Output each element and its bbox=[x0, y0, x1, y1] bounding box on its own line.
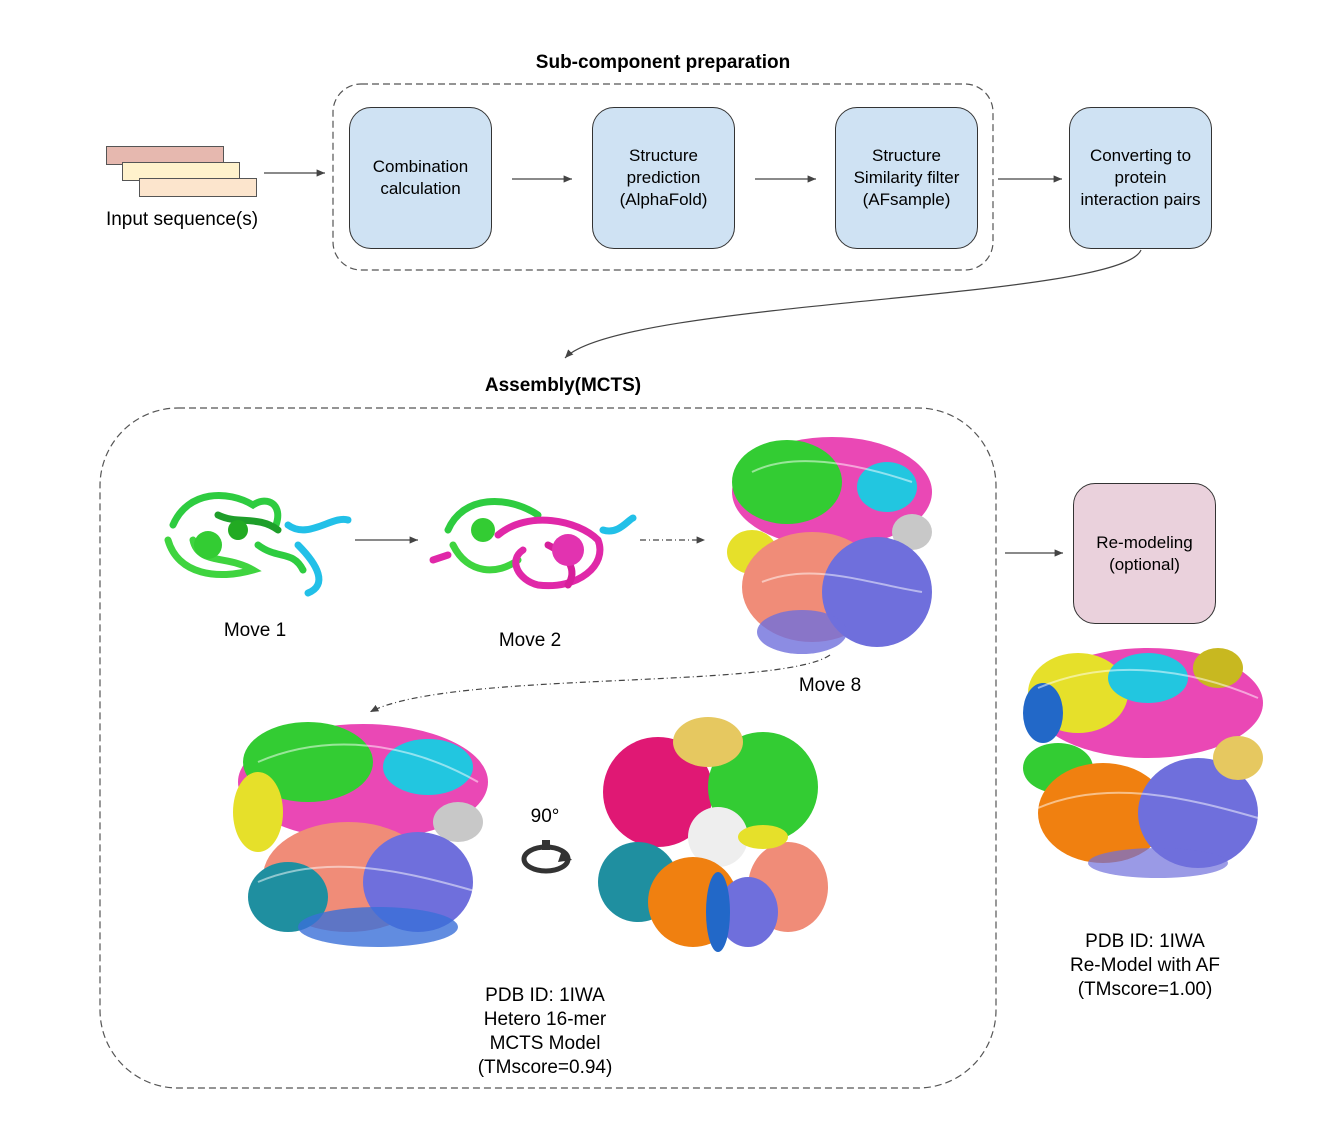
similarity-filter-box: Structure Similarity filter (AFsample) bbox=[835, 107, 978, 249]
mcts-model-caption: PDB ID: 1IWA Hetero 16-mer MCTS Model (T… bbox=[420, 984, 670, 1080]
assembly-mcts-title: Assembly(MCTS) bbox=[484, 375, 642, 396]
prep-dashed-container bbox=[332, 83, 994, 271]
rotation-angle-label: 90° bbox=[530, 806, 560, 827]
move1-structure-image bbox=[164, 492, 352, 597]
remodel-result-tmscore: (TMscore=1.00) bbox=[1077, 979, 1213, 1000]
mcts-model-front-view bbox=[233, 722, 488, 947]
arrow-converting-to-assembly bbox=[564, 249, 1142, 359]
remodeling-box: Re-modeling (optional) bbox=[1073, 483, 1216, 624]
remodel-result-method: Re-Model with AF bbox=[1070, 955, 1220, 976]
mcts-model-tmscore: (TMscore=0.94) bbox=[477, 1057, 613, 1078]
remodeled-structure-image bbox=[1023, 648, 1263, 878]
input-sequence-bar-3 bbox=[139, 178, 257, 197]
move2-structure-image bbox=[429, 498, 637, 590]
mcts-model-rotated-view bbox=[598, 717, 828, 952]
assembly-dashed-container bbox=[99, 407, 997, 1089]
remodel-result-pdb-id: PDB ID: 1IWA bbox=[1085, 931, 1205, 952]
mcts-model-oligomer: Hetero 16-mer bbox=[483, 1009, 607, 1030]
rotate-icon bbox=[521, 840, 572, 874]
move8-structure-image bbox=[727, 437, 932, 654]
move2-label: Move 2 bbox=[498, 630, 562, 651]
mcts-model-type: MCTS Model bbox=[489, 1033, 601, 1054]
converting-interaction-pairs-box: Converting to protein interaction pairs bbox=[1069, 107, 1212, 249]
mcts-model-pdb-id: PDB ID: 1IWA bbox=[485, 985, 605, 1006]
remodel-result-caption: PDB ID: 1IWA Re-Model with AF (TMscore=1… bbox=[1025, 930, 1265, 1002]
combination-calculation-box: Combination calculation bbox=[349, 107, 492, 249]
subcomponent-preparation-title: Sub-component preparation bbox=[535, 52, 791, 73]
input-sequence-label: Input sequence(s) bbox=[105, 209, 259, 230]
move8-label: Move 8 bbox=[798, 675, 862, 696]
arrow-move8-to-final bbox=[369, 654, 831, 713]
move1-label: Move 1 bbox=[223, 620, 287, 641]
structure-prediction-box: Structure prediction (AlphaFold) bbox=[592, 107, 735, 249]
